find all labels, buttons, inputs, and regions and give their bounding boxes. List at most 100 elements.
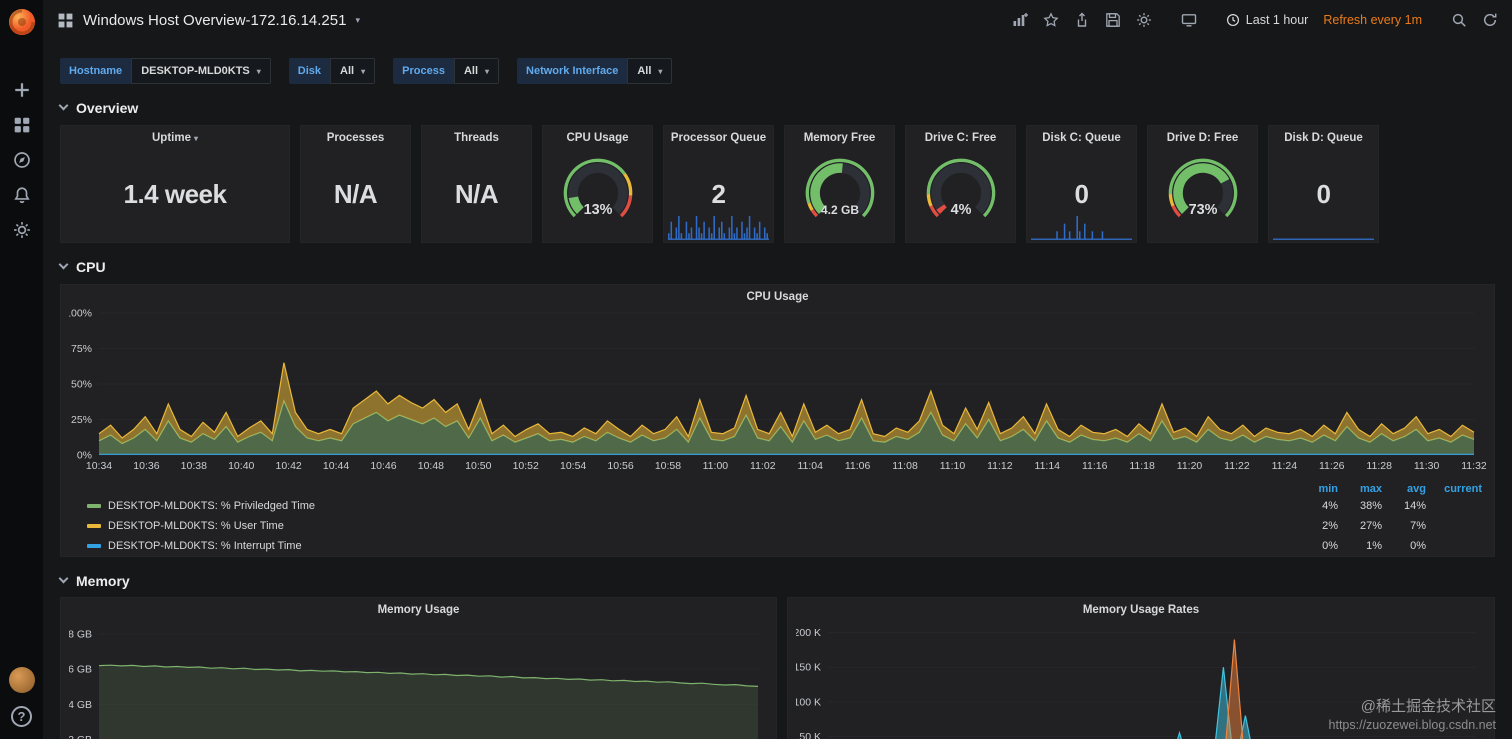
sidebar-bottom <box>8 667 35 727</box>
legend-value: 0% <box>1410 540 1426 552</box>
svg-text:10:34: 10:34 <box>86 460 112 472</box>
user-avatar[interactable] <box>8 667 35 693</box>
memory-panels-row: Memory Usage 2 GB 4 GB 6 GB 8 GB Memory Usa… <box>43 597 1512 739</box>
legend-value: 14% <box>1403 500 1426 512</box>
panel-title[interactable]: Processor Queue <box>664 126 773 147</box>
svg-text:11:14: 11:14 <box>1035 460 1061 472</box>
svg-text:10:50: 10:50 <box>465 460 491 472</box>
svg-text:4 GB: 4 GB <box>69 699 92 711</box>
cycle-view-mode-icon[interactable] <box>1181 12 1197 28</box>
memory-usage-rates-chart[interactable]: 50 K 100 K 150 K 200 K <box>796 619 1486 739</box>
variable-value: DESKTOP-MLD0KTS <box>141 65 250 77</box>
panel-title[interactable]: Memory Free <box>785 126 894 147</box>
watermark-line2: https://zuozewei.blog.csdn.net <box>1328 717 1496 732</box>
panel-title[interactable]: Memory Usage Rates <box>1082 604 1200 616</box>
panel-title[interactable]: Memory Usage <box>377 604 460 616</box>
share-icon[interactable] <box>1074 12 1090 28</box>
legend-header-max[interactable]: max <box>1359 482 1382 495</box>
section-header-overview[interactable]: Overview <box>43 98 1512 118</box>
refresh-icon[interactable] <box>1482 12 1498 28</box>
svg-text:11:06: 11:06 <box>845 460 871 472</box>
sparkline <box>1273 238 1374 240</box>
panel-title[interactable]: Disk C: Queue <box>1027 126 1136 147</box>
svg-text:10:54: 10:54 <box>560 460 586 472</box>
legend-row: DESKTOP-MLD0KTS: % User Time 2% 27% 7% <box>87 516 1482 536</box>
search-icon[interactable] <box>1451 12 1467 28</box>
configuration-gear-icon[interactable] <box>13 221 31 239</box>
variable-dropdown-process[interactable]: All ▾ <box>453 58 500 84</box>
settings-gear-icon[interactable] <box>1136 12 1152 28</box>
svg-text:4.2 GB: 4.2 GB <box>820 203 858 217</box>
legend-value: 38% <box>1359 500 1382 512</box>
stat-value: 0 <box>1316 178 1331 209</box>
panel-memory-usage: Memory Usage 2 GB 4 GB 6 GB 8 GB <box>60 597 777 739</box>
variable-dropdown-hostname[interactable]: DESKTOP-MLD0KTS ▾ <box>131 58 271 84</box>
section-header-memory[interactable]: Memory <box>43 571 1512 591</box>
panel-title[interactable]: CPU Usage <box>543 126 652 147</box>
memory-usage-chart[interactable]: 2 GB 4 GB 6 GB 8 GB <box>69 619 768 739</box>
svg-text:10:42: 10:42 <box>276 460 302 472</box>
grafana-logo-icon[interactable] <box>7 7 37 37</box>
svg-text:11:22: 11:22 <box>1224 460 1250 472</box>
legend-header-min[interactable]: min <box>1318 482 1338 495</box>
legend-row: DESKTOP-MLD0KTS: % Interrupt Time 0% 1% 0% <box>87 536 1482 556</box>
legend-value: 7% <box>1410 520 1426 532</box>
panel-title[interactable]: Drive D: Free <box>1148 126 1257 147</box>
gauge: 73% <box>1148 147 1257 242</box>
legend-series-name[interactable]: DESKTOP-MLD0KTS: % Priviledged Time <box>87 500 1294 512</box>
cpu-usage-chart[interactable]: 0% 25% 50% 75% 100% 10:34 10:36 10:38 10:40 10:42… <box>69 306 1486 479</box>
panel-cpu-usage: CPU Usage 0% 25% 50% 75% 100% 10:34 10:36 10:38… <box>60 284 1495 557</box>
legend-value: 4% <box>1322 500 1338 512</box>
cpu-usage-legend: min max avg current DESKTOP-MLD0KTS: % Privi… <box>61 479 1494 556</box>
stat-panel-processes: Processes N/A <box>300 125 411 243</box>
svg-text:11:04: 11:04 <box>797 460 823 472</box>
section-title: Memory <box>76 573 130 589</box>
stat-value: 1.4 week <box>123 178 227 209</box>
alerting-bell-icon[interactable] <box>13 186 31 204</box>
panel-title[interactable]: Processes <box>301 126 410 147</box>
stat-panel-drive-d-free: Drive D: Free 73% <box>1147 125 1258 243</box>
stat-value: N/A <box>454 178 499 209</box>
svg-text:11:16: 11:16 <box>1082 460 1108 472</box>
star-icon[interactable] <box>1043 12 1059 28</box>
stat-panel-memory-free: Memory Free 4.2 GB <box>784 125 895 243</box>
chevron-down-icon <box>58 573 69 584</box>
svg-text:8 GB: 8 GB <box>69 628 92 640</box>
legend-series-name[interactable]: DESKTOP-MLD0KTS: % Interrupt Time <box>87 540 1294 552</box>
legend-header-avg[interactable]: avg <box>1407 482 1426 495</box>
title-caret-down-icon[interactable]: ▾ <box>355 14 360 25</box>
caret-down-icon: ▾ <box>658 66 663 76</box>
time-range-picker[interactable]: Last 1 hour <box>1226 13 1308 27</box>
variable-dropdown-disk[interactable]: All ▾ <box>330 58 376 84</box>
legend-header-current[interactable]: current <box>1444 482 1482 495</box>
section-header-cpu[interactable]: CPU <box>43 257 1512 277</box>
panel-title[interactable]: Drive C: Free <box>906 126 1015 147</box>
legend-series-label: DESKTOP-MLD0KTS: % User Time <box>108 520 284 532</box>
panel-title[interactable]: Disk D: Queue <box>1269 126 1378 147</box>
svg-text:11:20: 11:20 <box>1177 460 1203 472</box>
panel-title-text: Threads <box>454 132 499 144</box>
svg-text:11:30: 11:30 <box>1414 460 1440 472</box>
svg-text:11:26: 11:26 <box>1319 460 1345 472</box>
help-icon[interactable] <box>11 706 32 727</box>
explore-compass-icon[interactable] <box>13 151 31 169</box>
add-panel-icon[interactable] <box>1012 12 1028 28</box>
variable-label: Disk <box>288 58 331 84</box>
save-icon[interactable] <box>1105 12 1121 28</box>
create-plus-icon[interactable] <box>13 81 31 99</box>
dashboards-icon[interactable] <box>13 116 31 134</box>
svg-text:100 K: 100 K <box>796 696 821 708</box>
panel-title[interactable]: Uptime ▾ <box>61 126 289 147</box>
legend-value: 0% <box>1322 540 1338 552</box>
caret-down-icon: ▾ <box>256 66 261 76</box>
variable-dropdown-network-interface[interactable]: All ▾ <box>627 58 673 84</box>
panel-title[interactable]: CPU Usage <box>746 291 809 303</box>
svg-text:2 GB: 2 GB <box>69 734 92 739</box>
refresh-interval-button[interactable]: Refresh every 1m <box>1323 13 1422 27</box>
dashboard-grid-icon[interactable] <box>57 12 74 29</box>
legend-series-name[interactable]: DESKTOP-MLD0KTS: % User Time <box>87 520 1294 532</box>
panel-title[interactable]: Threads <box>422 126 531 147</box>
legend-value: 27% <box>1359 520 1382 532</box>
dashboard-title[interactable]: Windows Host Overview-172.16.14.251 <box>83 11 347 29</box>
